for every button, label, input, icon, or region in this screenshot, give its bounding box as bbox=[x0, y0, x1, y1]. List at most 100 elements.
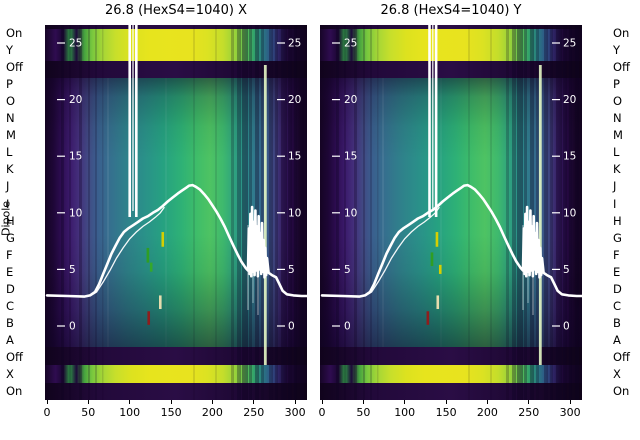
x-tick-label: 0 bbox=[43, 406, 51, 419]
row-label: B bbox=[613, 315, 621, 330]
row-label: On bbox=[613, 26, 630, 40]
row-label: C bbox=[6, 298, 15, 313]
secondary-tick-label: 0 bbox=[563, 321, 570, 333]
x-tick-mark bbox=[253, 400, 255, 404]
x-tick-label: 50 bbox=[356, 406, 371, 419]
row-label: L bbox=[613, 145, 620, 160]
x-tick-label: 300 bbox=[559, 406, 581, 419]
row-label: K bbox=[6, 162, 14, 177]
row-label: On bbox=[6, 26, 23, 40]
x-tick-label: 200 bbox=[201, 406, 223, 419]
row-label: E bbox=[613, 264, 621, 279]
row-label: F bbox=[613, 247, 620, 262]
row-label: O bbox=[6, 94, 16, 109]
heatmap-shade bbox=[45, 78, 307, 347]
secondary-tick-label: 15 bbox=[288, 151, 301, 163]
row-label: I bbox=[613, 196, 617, 211]
secondary-tick-label: 5 bbox=[563, 264, 570, 276]
heatmap-panel-x: 25 25 20 20 15 15 10 10 5 5 0 0 bbox=[45, 25, 307, 400]
x-tick-label: 250 bbox=[518, 406, 540, 419]
bright-column bbox=[538, 65, 542, 365]
row-label: P bbox=[6, 77, 13, 92]
row-label: H bbox=[613, 213, 622, 228]
x-tick-label: 250 bbox=[243, 406, 265, 419]
x-tick-mark bbox=[87, 400, 89, 404]
overlay-curve-secondary bbox=[89, 206, 165, 297]
x-tick-label: 100 bbox=[394, 406, 416, 419]
row-label: A bbox=[6, 332, 14, 347]
marker-tick bbox=[149, 262, 153, 272]
x-tick-mark bbox=[486, 400, 488, 404]
x-tick-mark bbox=[404, 400, 406, 404]
row-label: D bbox=[6, 281, 15, 296]
marker-tick bbox=[435, 232, 439, 247]
secondary-tick-label: 25 bbox=[288, 38, 301, 50]
row-label: M bbox=[613, 128, 623, 143]
row-label: Y bbox=[613, 43, 621, 58]
secondary-tick-label: 15 bbox=[69, 151, 82, 163]
secondary-tick-label: 0 bbox=[288, 321, 295, 333]
row-label: X bbox=[6, 366, 14, 381]
marker-tick bbox=[426, 311, 430, 325]
row-label: I bbox=[6, 196, 10, 211]
row-label: Off bbox=[6, 60, 23, 75]
x-tick-label: 50 bbox=[81, 406, 96, 419]
panel-title-x: 26.8 (HexS4=1040) X bbox=[105, 3, 247, 18]
row-label: G bbox=[6, 230, 15, 245]
secondary-tick-label: 5 bbox=[69, 264, 76, 276]
row-label: On bbox=[6, 384, 23, 398]
marker-tick bbox=[438, 264, 442, 274]
row-label: Off bbox=[613, 60, 630, 75]
row-label: Off bbox=[613, 349, 630, 364]
x-tick-label: 200 bbox=[476, 406, 498, 419]
marker-tick bbox=[436, 295, 440, 310]
x-tick-mark bbox=[129, 400, 131, 404]
row-label: J bbox=[6, 179, 10, 194]
row-label: D bbox=[613, 281, 622, 296]
secondary-tick-label: 5 bbox=[288, 264, 295, 276]
row-label: J bbox=[613, 179, 617, 194]
heatmap-bottom-band bbox=[45, 365, 307, 383]
row-label: H bbox=[6, 213, 15, 228]
overlay-curve bbox=[45, 183, 307, 298]
x-tick-mark bbox=[46, 400, 48, 404]
marker-tick bbox=[161, 232, 165, 247]
heatmap-top-band bbox=[45, 29, 307, 61]
x-tick-label: 150 bbox=[435, 406, 457, 419]
secondary-tick-label: 25 bbox=[563, 38, 576, 50]
x-tick-label: 0 bbox=[318, 406, 326, 419]
row-label: O bbox=[613, 94, 623, 109]
secondary-tick-label: 10 bbox=[69, 207, 82, 219]
secondary-tick-label: 25 bbox=[344, 38, 357, 50]
x-tick-label: 100 bbox=[119, 406, 141, 419]
marker-tick bbox=[158, 295, 162, 310]
heatmap-top-band bbox=[320, 29, 582, 61]
x-tick-mark bbox=[321, 400, 323, 404]
secondary-tick-label: 0 bbox=[344, 321, 351, 333]
row-label: E bbox=[6, 264, 14, 279]
secondary-tick-label: 15 bbox=[563, 151, 576, 163]
secondary-tick-label: 20 bbox=[69, 94, 82, 106]
secondary-tick-label: 10 bbox=[344, 207, 357, 219]
row-label: P bbox=[613, 77, 620, 92]
x-tick-label: 300 bbox=[284, 406, 306, 419]
secondary-tick-label: 5 bbox=[344, 264, 351, 276]
heatmap-bottom-band bbox=[320, 365, 582, 383]
x-tick-mark bbox=[445, 400, 447, 404]
x-tick-mark bbox=[528, 400, 530, 404]
x-tick-mark bbox=[569, 400, 571, 404]
row-label: L bbox=[6, 145, 13, 160]
row-label: Y bbox=[6, 43, 14, 58]
row-label: G bbox=[613, 230, 622, 245]
overlay-curve-secondary bbox=[364, 206, 440, 297]
x-tick-mark bbox=[362, 400, 364, 404]
row-label: Off bbox=[6, 349, 23, 364]
heatmap-panel-y: 25 25 20 20 15 15 10 10 5 5 0 0 bbox=[320, 25, 582, 400]
marker-tick bbox=[146, 247, 150, 263]
row-label: N bbox=[613, 111, 622, 126]
x-tick-mark bbox=[211, 400, 213, 404]
row-label: B bbox=[6, 315, 14, 330]
row-label: C bbox=[613, 298, 622, 313]
overlay-curve bbox=[320, 183, 582, 298]
x-tick-mark bbox=[294, 400, 296, 404]
